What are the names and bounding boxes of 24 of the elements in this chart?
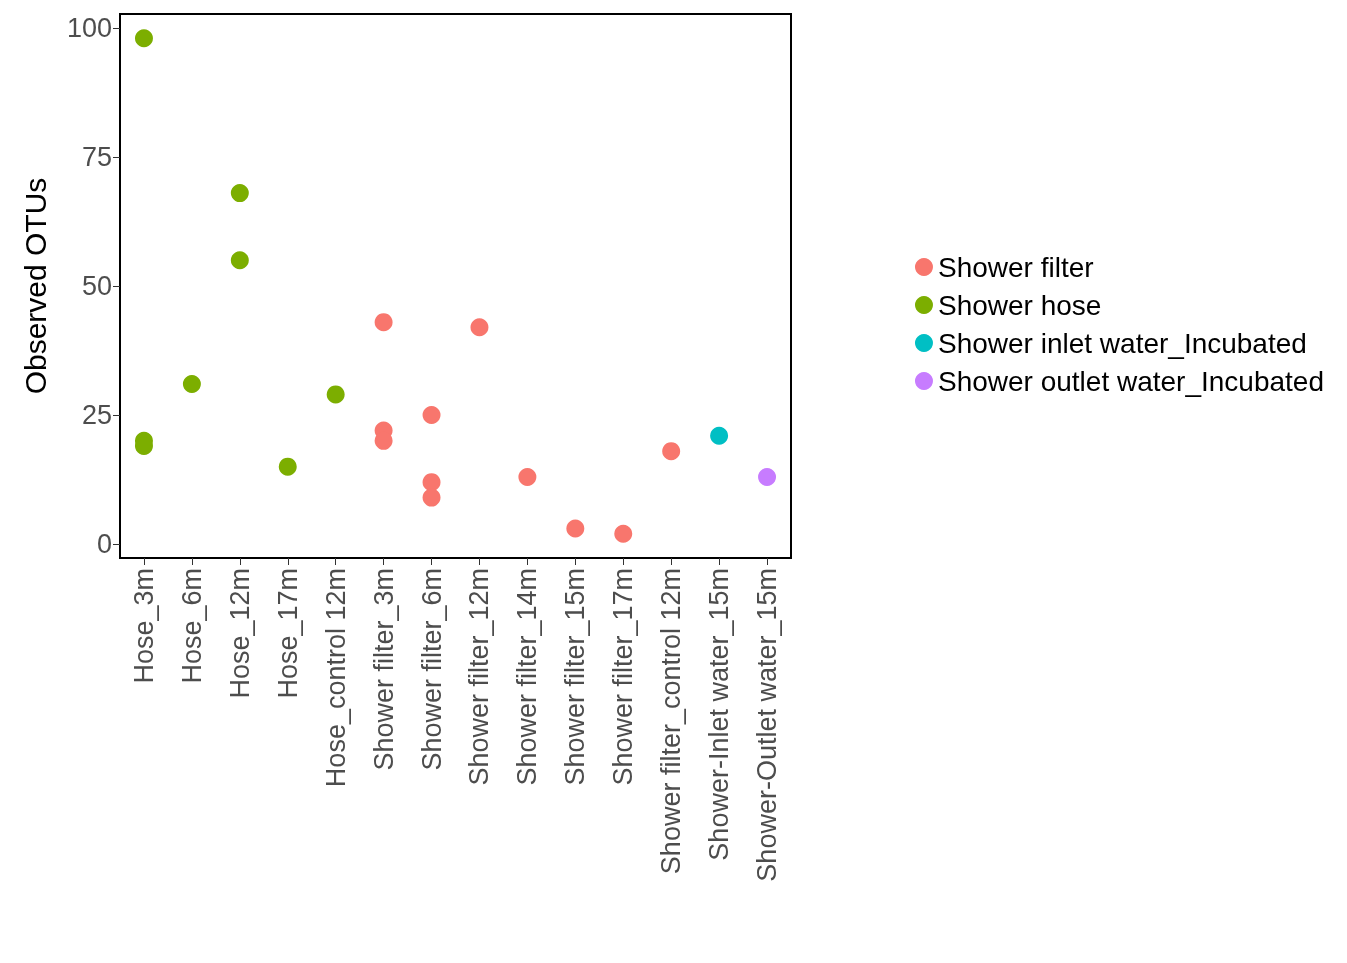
x-tick-label: Shower filter_control 12m [656,568,687,875]
x-tick-label: Shower filter_6m [416,568,447,771]
x-tick-label: Hose_17m [272,568,303,699]
x-tick-label: Shower filter_14m [512,568,543,786]
y-tick-label: 75 [81,141,112,172]
x-tick-label: Shower filter_15m [560,568,591,786]
x-tick-label: Shower-Outlet water_15m [752,568,783,882]
x-tick-label: Shower filter_3m [368,568,399,771]
y-tick-label: 0 [96,529,112,560]
x-tick-label: Hose_control 12m [320,568,351,788]
x-tick-label: Hose_12m [224,568,255,699]
x-tick-label: Hose_6m [176,568,207,684]
y-axis-title: Observed OTUs [18,177,52,395]
y-tick-label: 100 [66,12,112,43]
legend-label: Shower filter [937,251,1094,283]
x-tick-label: Shower filter_12m [464,568,495,786]
x-tick-label: Shower filter_17m [608,568,639,786]
legend-label: Shower outlet water_Incubated [937,365,1325,397]
legend-label: Shower hose [937,289,1102,321]
x-tick-label: Shower-Inlet water_15m [704,568,735,861]
y-tick-label: 50 [81,271,112,301]
x-tick-label: Hose_3m [128,568,159,684]
legend-label: Shower inlet water_Incubated [937,327,1307,359]
y-tick-label: 25 [81,400,112,431]
